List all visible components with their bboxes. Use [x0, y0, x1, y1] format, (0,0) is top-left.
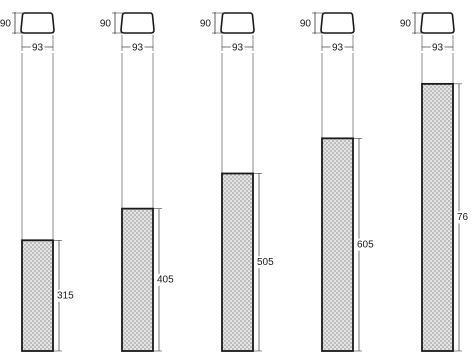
- top-depth-label: 90: [400, 19, 412, 30]
- column-body: [221, 172, 254, 352]
- top-width-label: 93: [132, 43, 144, 54]
- column-height-label: 505: [257, 257, 274, 268]
- top-depth-label: 90: [0, 19, 11, 30]
- column-body: [21, 239, 54, 352]
- column-group: 90 93 505: [200, 12, 274, 352]
- top-width-label: 93: [332, 43, 344, 54]
- label-gap: [258, 256, 261, 269]
- column-group: 90 93 605: [300, 12, 374, 352]
- top-depth-label: 90: [200, 19, 212, 30]
- columns-layer: 90 93 315 90 93 405 90 93 505 90 93 605 90 93 76: [0, 12, 469, 352]
- top-plan-outline: [420, 12, 455, 34]
- top-plan-outline: [320, 12, 355, 34]
- top-plan-outline: [120, 12, 155, 34]
- column-body: [121, 207, 154, 352]
- top-depth-label: 90: [100, 19, 112, 30]
- top-depth-label: 90: [300, 19, 312, 30]
- label-gap: [458, 211, 461, 224]
- column-group: 90 93 76: [400, 12, 469, 352]
- top-plan-outline: [220, 12, 255, 34]
- label-gap: [58, 289, 61, 302]
- column-group: 90 93 315: [0, 12, 74, 352]
- column-height-label: 76: [457, 212, 469, 223]
- top-width-label: 93: [32, 43, 44, 54]
- column-height-label: 315: [57, 290, 74, 301]
- label-gap: [358, 238, 361, 251]
- column-body: [421, 82, 454, 352]
- column-height-label: 405: [157, 274, 174, 285]
- column-height-label: 605: [357, 239, 374, 250]
- top-plan-outline: [20, 12, 55, 34]
- top-width-label: 93: [232, 43, 244, 54]
- top-width-label: 93: [432, 43, 444, 54]
- column-body: [321, 137, 354, 352]
- label-gap: [158, 273, 161, 286]
- column-group: 90 93 405: [100, 12, 174, 352]
